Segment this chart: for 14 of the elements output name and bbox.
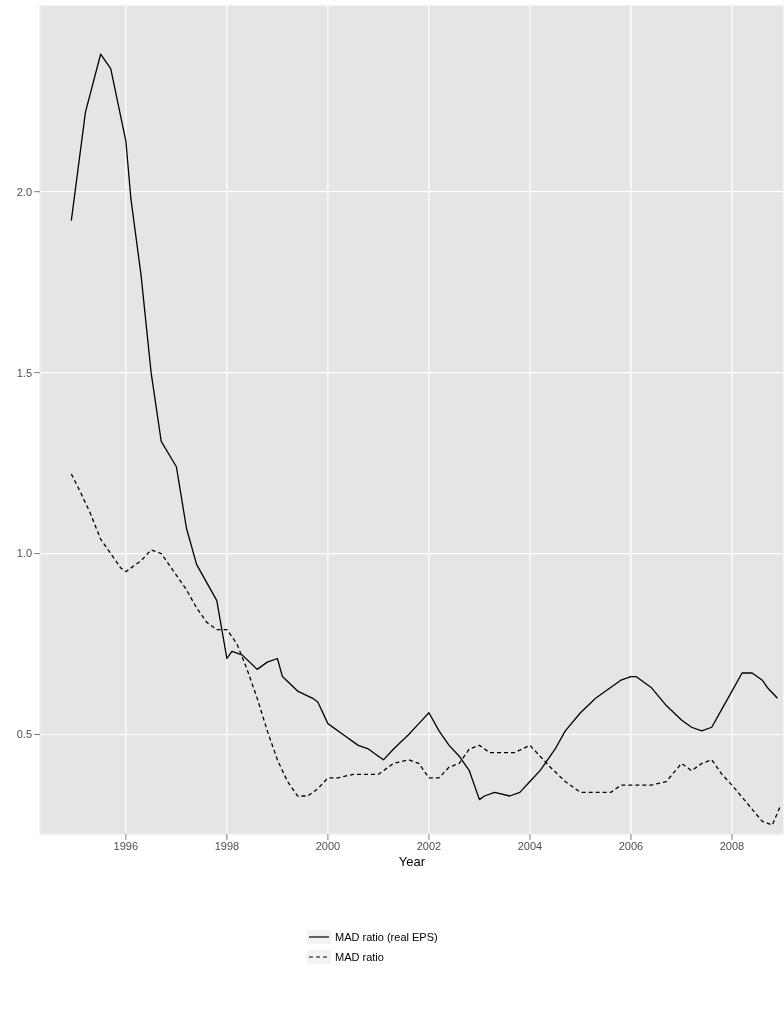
x-tick-label: 2008	[719, 839, 745, 852]
x-tick-label: 2004	[517, 839, 543, 852]
y-tick-label: 1.0	[16, 547, 32, 560]
x-tick-label: 2002	[416, 839, 442, 852]
y-tick-label: 0.5	[16, 728, 32, 741]
x-axis-title: Year	[398, 854, 426, 869]
x-tick-label: 2006	[618, 839, 644, 852]
legend-label: MAD ratio	[335, 951, 384, 963]
y-tick-label: 1.5	[16, 366, 32, 379]
x-tick-label: 2000	[315, 839, 341, 852]
x-tick-label: 1996	[113, 839, 139, 852]
x-tick-label: 1998	[214, 839, 240, 852]
legend-label: MAD ratio (real EPS)	[335, 931, 438, 943]
y-tick-label: 2.0	[16, 185, 32, 198]
